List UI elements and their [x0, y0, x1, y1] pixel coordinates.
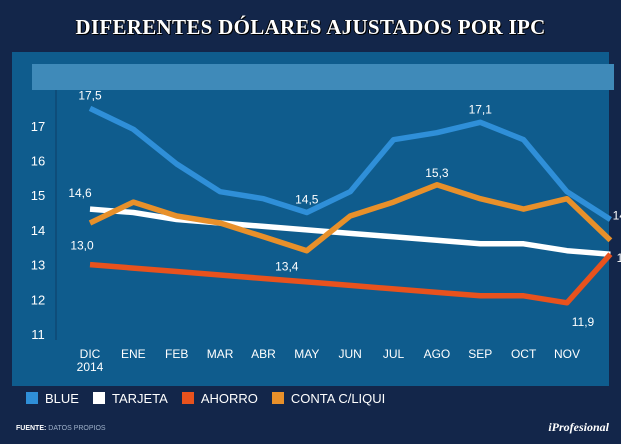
y-tick-label: 16	[31, 154, 45, 169]
source-note: FUENTE: DATOS PROPIOS	[16, 425, 106, 432]
x-tick-label: ENE	[121, 347, 146, 361]
data-label: 14,3	[613, 208, 621, 222]
legend-swatch-blue	[26, 392, 38, 404]
y-tick-label: 15	[31, 188, 45, 203]
x-tick-label: OCT	[511, 347, 537, 361]
data-label: 17,1	[469, 102, 493, 116]
plot-panel	[12, 52, 609, 386]
legend-label-conta-c-liqui: CONTA C/LIQUI	[290, 390, 386, 406]
data-label: 11,9	[572, 315, 595, 329]
legend-label-tarjeta: TARJETA	[111, 390, 168, 406]
data-label: 14,6	[68, 186, 92, 200]
series-line-blue	[88, 105, 612, 222]
data-label: 13,4	[275, 260, 299, 274]
data-label: 13,0	[70, 239, 94, 253]
y-tick-label: 14	[31, 223, 45, 238]
legend-label-blue: BLUE	[45, 390, 79, 406]
brand-logo: iProfesional	[548, 420, 609, 434]
x-tick-label: 2014	[77, 360, 104, 374]
legend-item-ahorro: AHORRO	[181, 390, 258, 406]
legend: BLUE TARJETA AHORRO CONTA C/LIQUI	[26, 388, 385, 408]
data-label: 17,5	[78, 88, 102, 102]
x-tick-label: MAR	[207, 347, 234, 361]
legend-item-tarjeta: TARJETA	[92, 390, 168, 406]
data-label: 14,5	[295, 193, 319, 207]
x-tick-label: FEB	[165, 347, 188, 361]
x-tick-label: ABR	[251, 347, 276, 361]
y-tick-label: 17	[31, 119, 45, 134]
series-line-conta-c-liqui	[88, 182, 613, 254]
legend-item-conta-c-liqui: CONTA C/LIQUI	[271, 390, 386, 406]
y-tick-label: 11	[31, 327, 45, 342]
x-tick-label: JUN	[339, 347, 362, 361]
x-tick-label: JUL	[383, 347, 405, 361]
series-line-tarjeta	[89, 206, 611, 257]
data-label: 15,3	[425, 166, 449, 180]
x-tick-label: MAY	[294, 347, 319, 361]
source-label: FUENTE:	[16, 425, 47, 432]
legend-swatch-tarjeta	[92, 392, 105, 404]
y-tick-label: 13	[31, 258, 45, 273]
chart-title: DIFERENTES DÓLARES AJUSTADOS POR IPC	[75, 14, 546, 39]
x-tick-label: DIC	[80, 347, 101, 361]
x-tick-label: AGO	[424, 347, 451, 361]
legend-label-ahorro: AHORRO	[200, 390, 258, 406]
plot-panel-header-band	[32, 64, 614, 90]
legend-swatch-conta-c-liqui	[271, 392, 284, 404]
series-line-ahorro	[89, 252, 613, 306]
y-tick-label: 12	[31, 292, 45, 307]
x-tick-label: NOV	[554, 347, 580, 361]
x-tick-label: SEP	[468, 347, 492, 361]
legend-swatch-ahorro	[181, 392, 194, 404]
source-text: DATOS PROPIOS	[48, 425, 106, 432]
data-label: 13,3	[617, 251, 621, 265]
legend-item-blue: BLUE	[26, 391, 79, 406]
